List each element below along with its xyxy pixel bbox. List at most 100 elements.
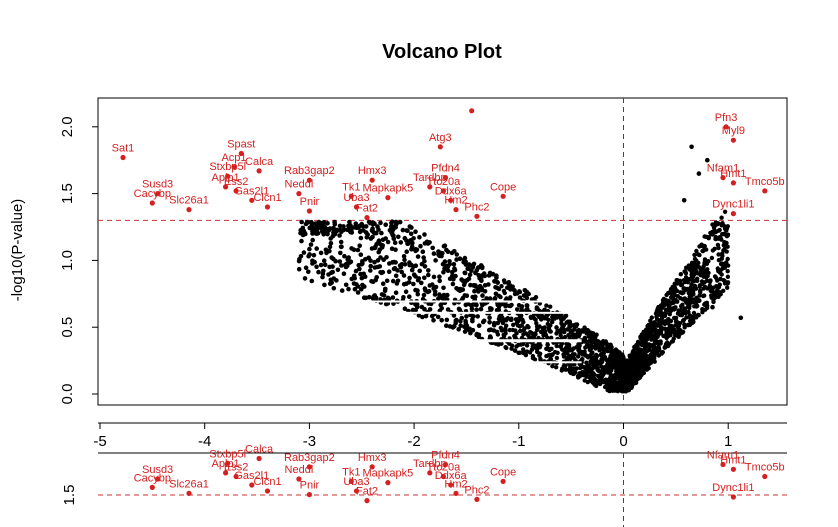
data-point — [617, 357, 623, 363]
data-point — [314, 264, 319, 270]
data-point — [721, 288, 726, 293]
strip-gene-label: Pfdn4 — [431, 450, 460, 462]
data-point — [522, 288, 527, 293]
data-point — [517, 289, 522, 294]
data-point — [685, 304, 691, 310]
data-point — [318, 262, 324, 268]
data-point — [504, 318, 509, 323]
data-point — [457, 307, 463, 313]
data-point — [652, 328, 658, 333]
significant-point — [437, 144, 443, 150]
data-point — [418, 243, 423, 249]
data-point — [593, 333, 598, 338]
significant-point — [369, 177, 375, 183]
data-point — [671, 286, 677, 291]
data-point — [705, 286, 710, 291]
data-point — [356, 262, 362, 268]
data-point — [559, 341, 565, 346]
data-point — [542, 325, 547, 330]
data-point — [725, 274, 731, 279]
strip-point — [474, 496, 480, 502]
data-point — [717, 270, 723, 275]
gene-label: Ddx6a — [435, 185, 468, 197]
data-point — [501, 288, 507, 294]
data-point — [630, 351, 635, 357]
data-point — [680, 318, 686, 323]
data-point — [661, 296, 666, 302]
data-point — [648, 343, 653, 348]
data-point — [409, 267, 415, 273]
data-point — [376, 227, 381, 232]
data-point — [602, 384, 608, 390]
data-point — [521, 349, 527, 355]
plot-frame — [97, 97, 788, 406]
gene-label: Spast — [227, 139, 255, 151]
data-point — [614, 349, 619, 354]
data-point — [454, 252, 460, 257]
data-point — [326, 272, 331, 277]
data-point — [725, 256, 730, 262]
data-point — [315, 230, 321, 236]
data-point — [468, 282, 473, 288]
data-point — [651, 322, 656, 327]
data-point — [660, 350, 665, 355]
data-point — [316, 269, 321, 275]
data-point — [413, 287, 418, 293]
data-point — [670, 330, 675, 335]
significant-point — [256, 168, 262, 174]
data-point — [696, 252, 701, 257]
data-point — [636, 354, 642, 359]
data-point — [695, 276, 700, 281]
data-point — [385, 295, 391, 301]
data-point — [629, 383, 635, 389]
x-tick-label: 1 — [724, 433, 732, 450]
data-point — [552, 316, 557, 321]
data-point — [357, 266, 362, 272]
data-point — [327, 244, 333, 250]
data-point — [537, 324, 542, 329]
data-point — [447, 276, 453, 282]
data-point — [452, 266, 457, 271]
gene-label: Pnir — [300, 196, 320, 208]
data-point — [666, 307, 671, 313]
data-point — [465, 301, 471, 307]
gene-label: Tardbp — [413, 172, 447, 184]
data-point — [476, 289, 481, 294]
data-point — [568, 370, 573, 376]
strip-point — [306, 492, 312, 498]
gene-label: Neddl — [285, 179, 314, 191]
gene-label: Atg3 — [429, 132, 452, 144]
data-point — [466, 262, 472, 267]
gene-label: Gas2l1 — [234, 185, 269, 197]
data-point — [337, 233, 342, 238]
data-point — [466, 276, 472, 282]
data-point — [470, 294, 476, 300]
data-point — [470, 318, 475, 324]
data-point — [468, 330, 473, 336]
data-point — [431, 286, 437, 291]
significant-point — [186, 207, 192, 213]
significant-point — [264, 204, 271, 210]
data-point — [524, 295, 530, 301]
data-point — [402, 257, 407, 263]
data-point — [652, 356, 657, 361]
data-point — [310, 258, 315, 264]
data-point — [561, 316, 566, 321]
data-point — [699, 267, 704, 272]
data-point — [416, 276, 422, 281]
data-point — [379, 230, 384, 236]
data-point — [355, 247, 361, 253]
data-point — [420, 249, 426, 254]
data-point — [325, 227, 331, 232]
significant-point — [440, 188, 446, 194]
data-point — [543, 329, 548, 334]
data-point — [450, 269, 455, 275]
data-point — [335, 267, 341, 273]
data-point — [402, 306, 408, 312]
data-point — [488, 308, 493, 313]
data-point — [330, 264, 335, 269]
data-point — [346, 255, 352, 260]
data-point — [559, 329, 564, 334]
data-point — [322, 282, 327, 288]
data-point — [361, 271, 367, 277]
